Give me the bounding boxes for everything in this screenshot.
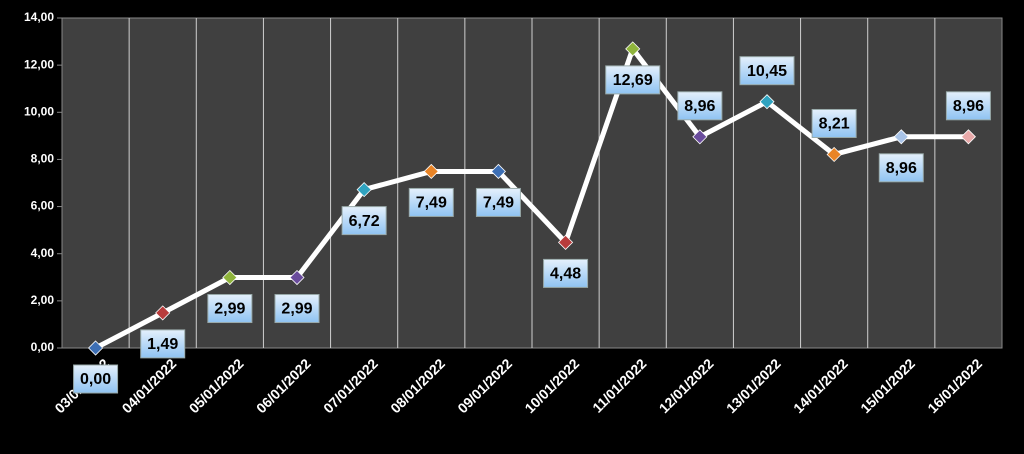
marker bbox=[155, 305, 171, 321]
marker bbox=[558, 234, 574, 250]
marker bbox=[960, 129, 976, 145]
data-label-box bbox=[274, 294, 320, 324]
data-label-box bbox=[140, 329, 186, 359]
y-tick-label: 14,00 bbox=[24, 10, 54, 24]
y-tick-label: 6,00 bbox=[31, 199, 55, 213]
series-line bbox=[94, 46, 969, 351]
data-label-box bbox=[878, 153, 924, 183]
marker bbox=[222, 269, 238, 286]
data-label-box bbox=[207, 294, 253, 324]
data-label-box bbox=[605, 65, 661, 95]
marker bbox=[692, 129, 708, 145]
y-tick-label: 2,00 bbox=[31, 293, 55, 307]
data-label-box bbox=[73, 364, 119, 394]
data-label: 8,96 bbox=[886, 160, 917, 177]
data-label: 7,49 bbox=[416, 195, 447, 212]
data-label-box bbox=[408, 187, 454, 217]
y-tick-label: 0,00 bbox=[31, 340, 55, 354]
data-label: 10,45 bbox=[747, 63, 787, 80]
data-label: 4,48 bbox=[550, 266, 581, 283]
data-label-box bbox=[739, 56, 795, 86]
marker bbox=[826, 146, 842, 163]
data-label-box bbox=[475, 187, 521, 217]
data-label: 8,96 bbox=[953, 98, 984, 115]
marker bbox=[625, 41, 641, 57]
data-label-box bbox=[341, 206, 387, 236]
data-label: 12,69 bbox=[613, 72, 653, 89]
data-label: 7,49 bbox=[483, 195, 514, 212]
data-label-box bbox=[543, 258, 589, 288]
marker bbox=[423, 163, 439, 180]
data-label: 1,49 bbox=[147, 336, 178, 353]
y-tick-label: 4,00 bbox=[31, 246, 55, 260]
marker bbox=[759, 94, 775, 110]
marker bbox=[893, 129, 909, 145]
data-label: 8,96 bbox=[684, 98, 715, 115]
data-label-box bbox=[945, 91, 991, 121]
y-tick-label: 10,00 bbox=[24, 104, 54, 118]
data-label: 6,72 bbox=[349, 213, 380, 230]
y-tick-label: 8,00 bbox=[31, 152, 55, 166]
data-label: 8,21 bbox=[819, 116, 850, 133]
data-label: 2,99 bbox=[281, 301, 312, 318]
marker bbox=[356, 182, 372, 198]
data-label-box bbox=[677, 91, 723, 121]
marker bbox=[490, 163, 506, 180]
y-tick-label: 12,00 bbox=[24, 57, 54, 71]
data-label: 2,99 bbox=[214, 301, 245, 318]
marker bbox=[289, 269, 305, 286]
data-label-box bbox=[811, 108, 857, 138]
data-label: 0,00 bbox=[80, 371, 111, 388]
marker bbox=[88, 340, 104, 356]
